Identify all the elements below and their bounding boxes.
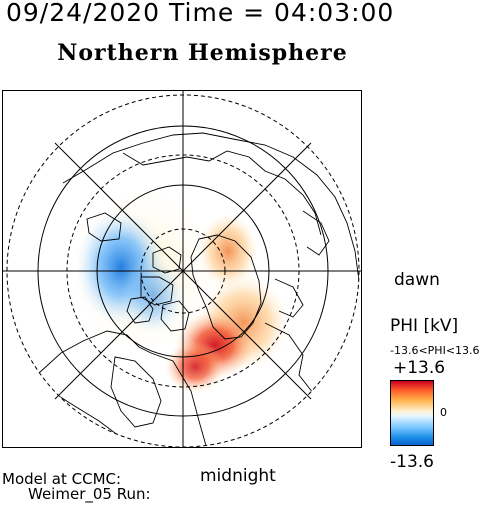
coastlines — [38, 132, 359, 447]
footer-model-label: Model at CCMC: — [2, 470, 122, 488]
map-title: Northern Hemisphere — [57, 40, 348, 66]
graticule — [3, 91, 361, 447]
footer-run-label: Weimer_05 Run: — [28, 485, 151, 503]
colorbar — [390, 380, 434, 446]
polar-map-svg — [3, 91, 361, 447]
colorbar-range-text: -13.6<PHI<13.6 — [390, 344, 480, 357]
colorbar-max-label: +13.6 — [393, 358, 446, 378]
colorbar-zero-label: 0 — [440, 406, 447, 419]
timestamp-header: 09/24/2020 Time = 04:03:00 — [6, 0, 395, 27]
colorbar-min-label: -13.6 — [390, 452, 434, 472]
dawn-label: dawn — [394, 270, 440, 290]
potential-pattern — [71, 189, 289, 393]
colorbar-title: PHI [kV] — [390, 316, 459, 336]
polar-map-panel — [2, 90, 362, 448]
midnight-label: midnight — [200, 466, 276, 486]
